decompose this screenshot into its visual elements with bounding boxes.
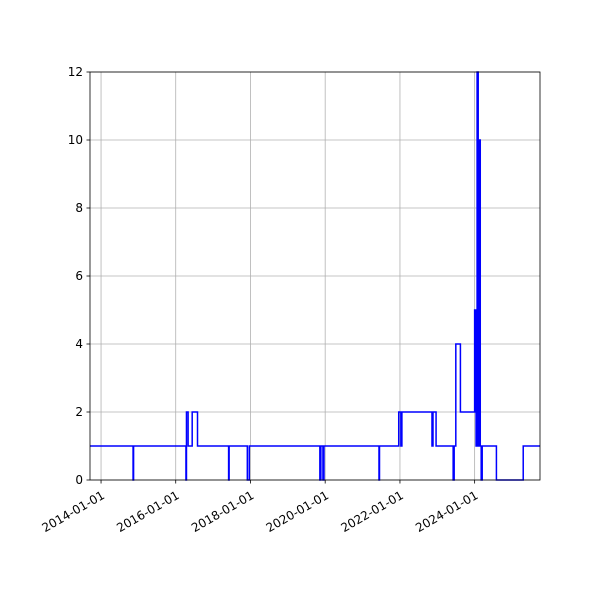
x-tick-label: 2020-01-01 [264, 488, 331, 535]
y-tick-label: 2 [75, 405, 83, 419]
y-tick-label: 0 [75, 473, 83, 487]
series-line-0 [90, 71, 540, 481]
x-tick-label: 2024-01-01 [413, 488, 480, 535]
x-axis: 2014-01-01 2016-01-01 2018-01-01 2020-01-01… [40, 480, 481, 535]
x-tick-label: 2018-01-01 [189, 488, 256, 535]
y-axis: 0 2 4 6 8 10 12 [68, 65, 90, 487]
y-tick-label: 12 [68, 65, 83, 79]
x-tick-label: 2014-01-01 [40, 488, 107, 535]
grid [90, 71, 540, 481]
x-tick-label: 2016-01-01 [114, 488, 181, 535]
y-tick-label: 10 [68, 133, 83, 147]
x-tick-label: 2022-01-01 [338, 488, 405, 535]
y-tick-label: 4 [75, 337, 83, 351]
series-layer [90, 71, 540, 481]
y-tick-label: 6 [75, 269, 83, 283]
y-tick-label: 8 [75, 201, 83, 215]
